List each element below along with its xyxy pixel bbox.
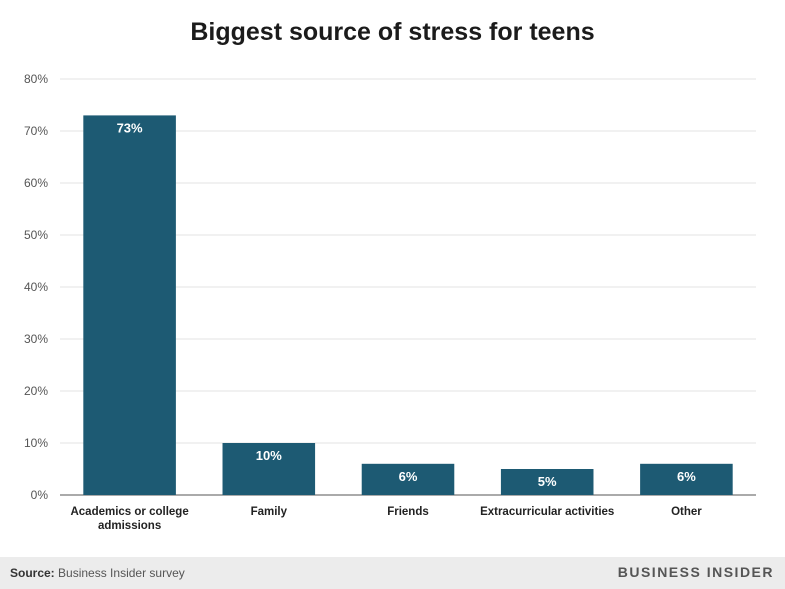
x-tick-label: Family: [251, 506, 288, 518]
y-tick-label: 30%: [24, 332, 48, 346]
x-tick-label-line: Other: [671, 506, 702, 518]
x-axis: Academics or college admissions Family Frie…: [70, 506, 702, 532]
y-tick-label: 70%: [24, 124, 48, 138]
source-label: Source:: [10, 566, 55, 580]
bar-chart: 0%10%20%30%40%50%60%70%80% 73%10%6% 5% 6% …: [24, 72, 756, 532]
x-tick-label: Academics or college admissions: [70, 506, 188, 532]
y-tick-label: 50%: [24, 228, 48, 242]
y-tick-label: 60%: [24, 176, 48, 190]
y-tick-label: 40%: [24, 280, 48, 294]
x-tick-label-line: Family: [251, 506, 288, 518]
data-label: 10%: [256, 448, 282, 463]
data-label: 73%: [117, 120, 143, 135]
gridlines: [60, 78, 756, 496]
x-tick-label-line: admissions: [98, 520, 161, 532]
y-tick-label: 10%: [24, 436, 48, 450]
footer: Source: Business Insider survey BUSINESS…: [0, 557, 785, 589]
brand-logo: BUSINESS INSIDER: [617, 564, 774, 580]
y-tick-label: 80%: [24, 72, 48, 86]
data-label: 6%: [399, 469, 418, 484]
data-label: 5%: [538, 474, 557, 489]
x-tick-label-line: Extracurricular activities: [480, 506, 614, 518]
y-tick-label: 0%: [31, 488, 49, 502]
bar: [83, 115, 176, 496]
bar: [500, 469, 594, 495]
source-note: Source: Business Insider survey: [10, 566, 185, 580]
x-tick-label-line: Academics or college: [70, 506, 188, 518]
bars: 73% 10% 6% 5% 6%: [83, 115, 733, 496]
bar: [640, 463, 733, 495]
y-tick-label: 20%: [24, 384, 48, 398]
x-tick-label-line: Friends: [387, 506, 429, 518]
x-tick-label: Friends: [387, 506, 429, 518]
x-tick-label: Extracurricular activities: [480, 506, 614, 518]
y-axis: 0% 10% 20% 30% 40% 50% 60% 70% 80%: [24, 72, 48, 502]
chart-title: Biggest source of stress for teens: [190, 18, 595, 46]
source-text: Business Insider survey: [58, 566, 185, 580]
bar: [222, 443, 316, 495]
data-label: 6%: [677, 469, 696, 484]
x-tick-label: Other: [671, 506, 702, 518]
bar: [361, 463, 455, 495]
